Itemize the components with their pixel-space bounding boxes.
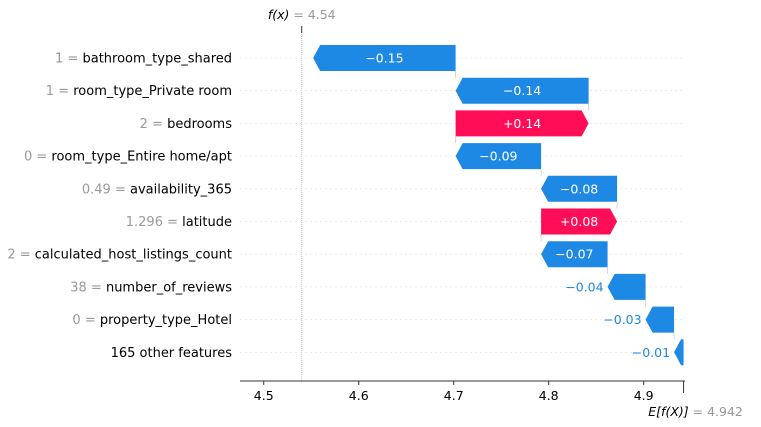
contribution-bar — [541, 208, 618, 235]
feature-label: 1 = room_type_Private room — [46, 84, 232, 99]
contribution-bar — [313, 45, 456, 71]
fx-name: f(x) — [268, 7, 294, 22]
bar-value-label: −0.08 — [560, 181, 598, 196]
efx-annotation: E[f(X)] = 4.942 — [648, 381, 743, 419]
bar-value-label: −0.14 — [503, 83, 541, 98]
efx-value: = 4.942 — [693, 404, 743, 419]
feature-name: bathroom_type_shared — [82, 52, 232, 67]
feature-value: 1 = — [55, 52, 82, 67]
feature-label: 1 = bathroom_type_shared — [55, 52, 232, 67]
x-tick-label: 4.6 — [349, 388, 369, 403]
feature-value: 2 = — [140, 117, 167, 132]
contribution-bar — [455, 77, 589, 104]
feature-name: calculated_host_listings_count — [35, 248, 232, 263]
feature-value: 0.49 = — [82, 182, 130, 197]
feature-label: 2 = bedrooms — [140, 117, 233, 132]
contribution-bar — [455, 110, 589, 137]
contribution-bar — [645, 306, 675, 333]
feature-value: 1 = — [46, 84, 73, 99]
feature-value: 0 = — [24, 150, 51, 165]
x-tick-label: 4.9 — [634, 388, 654, 403]
feature-name: bedrooms — [167, 117, 232, 132]
feature-name: room_type_Private room — [73, 84, 232, 99]
feature-label: 0 = property_type_Hotel — [72, 313, 232, 328]
feature-name: property_type_Hotel — [100, 313, 232, 328]
fx-value: = 4.54 — [293, 7, 335, 22]
bar-value-label: −0.07 — [555, 247, 593, 262]
feature-label: 2 = calculated_host_listings_count — [7, 248, 232, 263]
feature-name: number_of_reviews — [106, 280, 232, 295]
contribution-bar — [674, 339, 684, 366]
feature-name: availability_365 — [130, 182, 232, 197]
feature-value: 0 = — [72, 313, 99, 328]
bar-value-label: +0.08 — [560, 214, 598, 229]
bar-value-label: −0.04 — [565, 279, 603, 294]
bar-value-label: +0.14 — [503, 116, 541, 131]
bar-value-label: −0.09 — [479, 149, 517, 164]
feature-value: 2 = — [7, 248, 34, 263]
feature-name: room_type_Entire home/apt — [51, 150, 232, 165]
fx-annotation: f(x) = 4.54 — [268, 7, 336, 33]
feature-label: 165 other features — [111, 346, 233, 361]
contribution-bar — [607, 273, 646, 300]
bar-value-label: −0.15 — [365, 51, 403, 66]
efx-name: E[f(X)] — [648, 404, 692, 419]
feature-label: 0.49 = availability_365 — [82, 182, 232, 197]
feature-label: 38 = number_of_reviews — [70, 280, 232, 295]
bar-value-label: −0.03 — [603, 312, 641, 327]
x-tick-label: 4.7 — [444, 388, 464, 403]
feature-value: 1.296 = — [126, 215, 182, 230]
feature-label: 1.296 = latitude — [126, 215, 232, 230]
efx-label: E[f(X)] = 4.942 — [648, 404, 743, 419]
contribution-bars: −0.15 −0.14 +0.14 −0.09 −0.08 +0.08 −0.07 −0.04… — [313, 45, 684, 366]
x-tick-label: 4.5 — [254, 388, 274, 403]
x-axis: 4.5 4.6 4.7 4.8 4.9 — [240, 380, 685, 403]
feature-label: 0 = room_type_Entire home/apt — [24, 150, 232, 165]
feature-name: 165 other features — [111, 346, 233, 361]
contribution-bar — [541, 241, 608, 268]
contribution-bar — [541, 175, 618, 202]
contribution-bar — [455, 143, 542, 170]
fx-label: f(x) = 4.54 — [268, 7, 336, 22]
bar-value-label: −0.01 — [632, 345, 670, 360]
feature-value: 38 = — [70, 280, 106, 295]
feature-name: latitude — [182, 215, 232, 230]
x-tick-label: 4.8 — [539, 388, 559, 403]
